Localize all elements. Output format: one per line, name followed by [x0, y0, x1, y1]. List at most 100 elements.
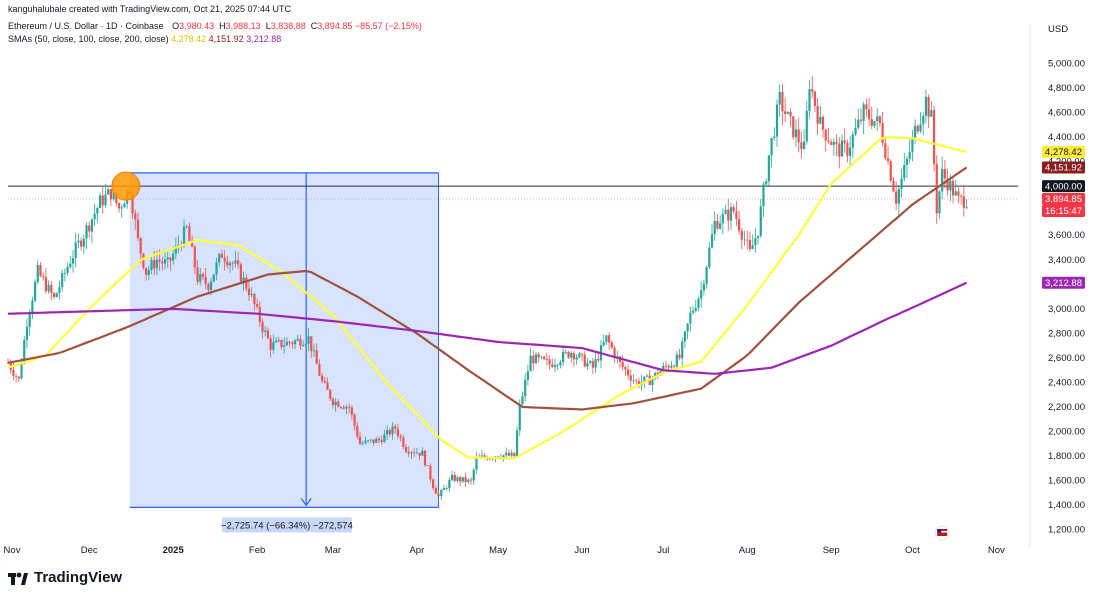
candle-body: [153, 260, 156, 269]
candle-body: [93, 213, 96, 220]
candle-body: [456, 477, 459, 481]
candle-body: [256, 304, 259, 307]
measure-label-text: −2,725.74 (−66.34%) −272,574: [221, 520, 353, 531]
candle-body: [421, 450, 424, 456]
x-tick-label: Feb: [249, 545, 265, 556]
candle-body: [835, 141, 838, 144]
candle-body: [946, 178, 949, 191]
currency-label[interactable]: USD: [1048, 24, 1069, 35]
candle-body: [472, 469, 475, 481]
candle-body: [36, 265, 39, 282]
candle-body: [98, 195, 102, 208]
y-tick-label: 2,000.00: [1048, 427, 1085, 438]
candle-body: [748, 239, 752, 250]
candle-body: [434, 488, 437, 494]
candle-body: [334, 401, 337, 406]
candle-body: [510, 452, 513, 456]
candle-body: [307, 336, 310, 344]
candle-body: [740, 230, 743, 240]
x-tick-label: Sep: [823, 545, 840, 556]
candle-body: [583, 354, 586, 367]
candle-body: [713, 220, 716, 235]
candle-body: [678, 354, 681, 359]
candle-body: [304, 343, 307, 346]
candle-body: [50, 284, 53, 294]
candle-body: [827, 140, 830, 142]
candle-body: [916, 125, 919, 132]
candle-body: [109, 189, 112, 200]
candle-body: [142, 253, 145, 268]
candle-body: [710, 234, 714, 248]
candle-body: [862, 104, 865, 121]
candle-body: [475, 456, 478, 470]
brand-name: TradingView: [34, 569, 123, 586]
candle-body: [889, 161, 892, 181]
symbol-legend[interactable]: Ethereum / U.S. Dollar · 1D · Coinbase O…: [8, 21, 422, 31]
candle-body: [228, 263, 232, 266]
candle-body: [670, 365, 673, 368]
candle-body: [383, 434, 386, 443]
candle-body: [394, 426, 397, 429]
candle-body: [237, 260, 240, 265]
credit-text: kanguhalubale created with TradingView.c…: [8, 4, 292, 14]
sma100-value: 4,151.92: [208, 34, 244, 44]
candle-body: [551, 364, 554, 367]
candle-body: [884, 143, 887, 159]
candle-body: [643, 376, 646, 382]
sma-legend[interactable]: SMAs (50, close, 100, close, 200, close)…: [8, 34, 281, 44]
candle-body: [819, 116, 822, 124]
candle-body: [342, 407, 345, 409]
candle-body: [450, 474, 454, 481]
candle-body: [941, 169, 944, 192]
candle-body: [272, 342, 275, 350]
candle-body: [922, 115, 925, 125]
candle-body: [77, 240, 80, 243]
countdown-box: [1042, 205, 1085, 218]
candle-body: [962, 196, 965, 208]
sma-title: SMAs (50, close, 100, close, 200, close): [8, 34, 169, 44]
candle-body: [399, 435, 402, 438]
candle-body: [621, 361, 624, 368]
candle-body: [85, 225, 88, 239]
candle-body: [624, 367, 627, 370]
candle-body: [480, 455, 483, 457]
candle-body: [269, 338, 272, 350]
candle-body: [44, 277, 48, 292]
candle-body: [908, 151, 911, 159]
candle-body: [938, 191, 941, 214]
candle-body: [702, 283, 705, 291]
candle-body: [548, 359, 551, 365]
candle-body: [873, 121, 876, 126]
candle-body: [112, 192, 115, 200]
candle-body: [664, 365, 668, 367]
ohlc-low-label: L: [263, 21, 271, 31]
event-flag-canton-icon: [937, 529, 942, 533]
x-tick-label: Dec: [81, 545, 98, 556]
candle-body: [507, 452, 511, 456]
candle-body: [139, 238, 142, 254]
candle-body: [859, 119, 863, 121]
candle-body: [291, 343, 294, 345]
x-tick-label: Aug: [739, 545, 756, 556]
candle-body: [846, 142, 849, 156]
candle-body: [524, 379, 527, 397]
candle-body: [656, 372, 659, 376]
candle-body: [800, 142, 803, 149]
price-tag-box: [1042, 180, 1085, 193]
candle-body: [878, 116, 882, 124]
candle-body: [231, 263, 234, 265]
candle-body: [261, 321, 264, 332]
candle-body: [234, 260, 237, 264]
candle-body: [445, 488, 448, 489]
candle-body: [756, 235, 760, 238]
candle-body: [120, 207, 123, 209]
candle-body: [55, 293, 58, 298]
tradingview-brand[interactable]: TradingView: [8, 569, 122, 586]
candle-body: [136, 219, 140, 239]
candle-body: [811, 89, 814, 92]
candle-body: [364, 440, 367, 444]
candle-body: [954, 191, 957, 196]
candle-body: [204, 276, 207, 284]
candle-body: [407, 452, 410, 454]
